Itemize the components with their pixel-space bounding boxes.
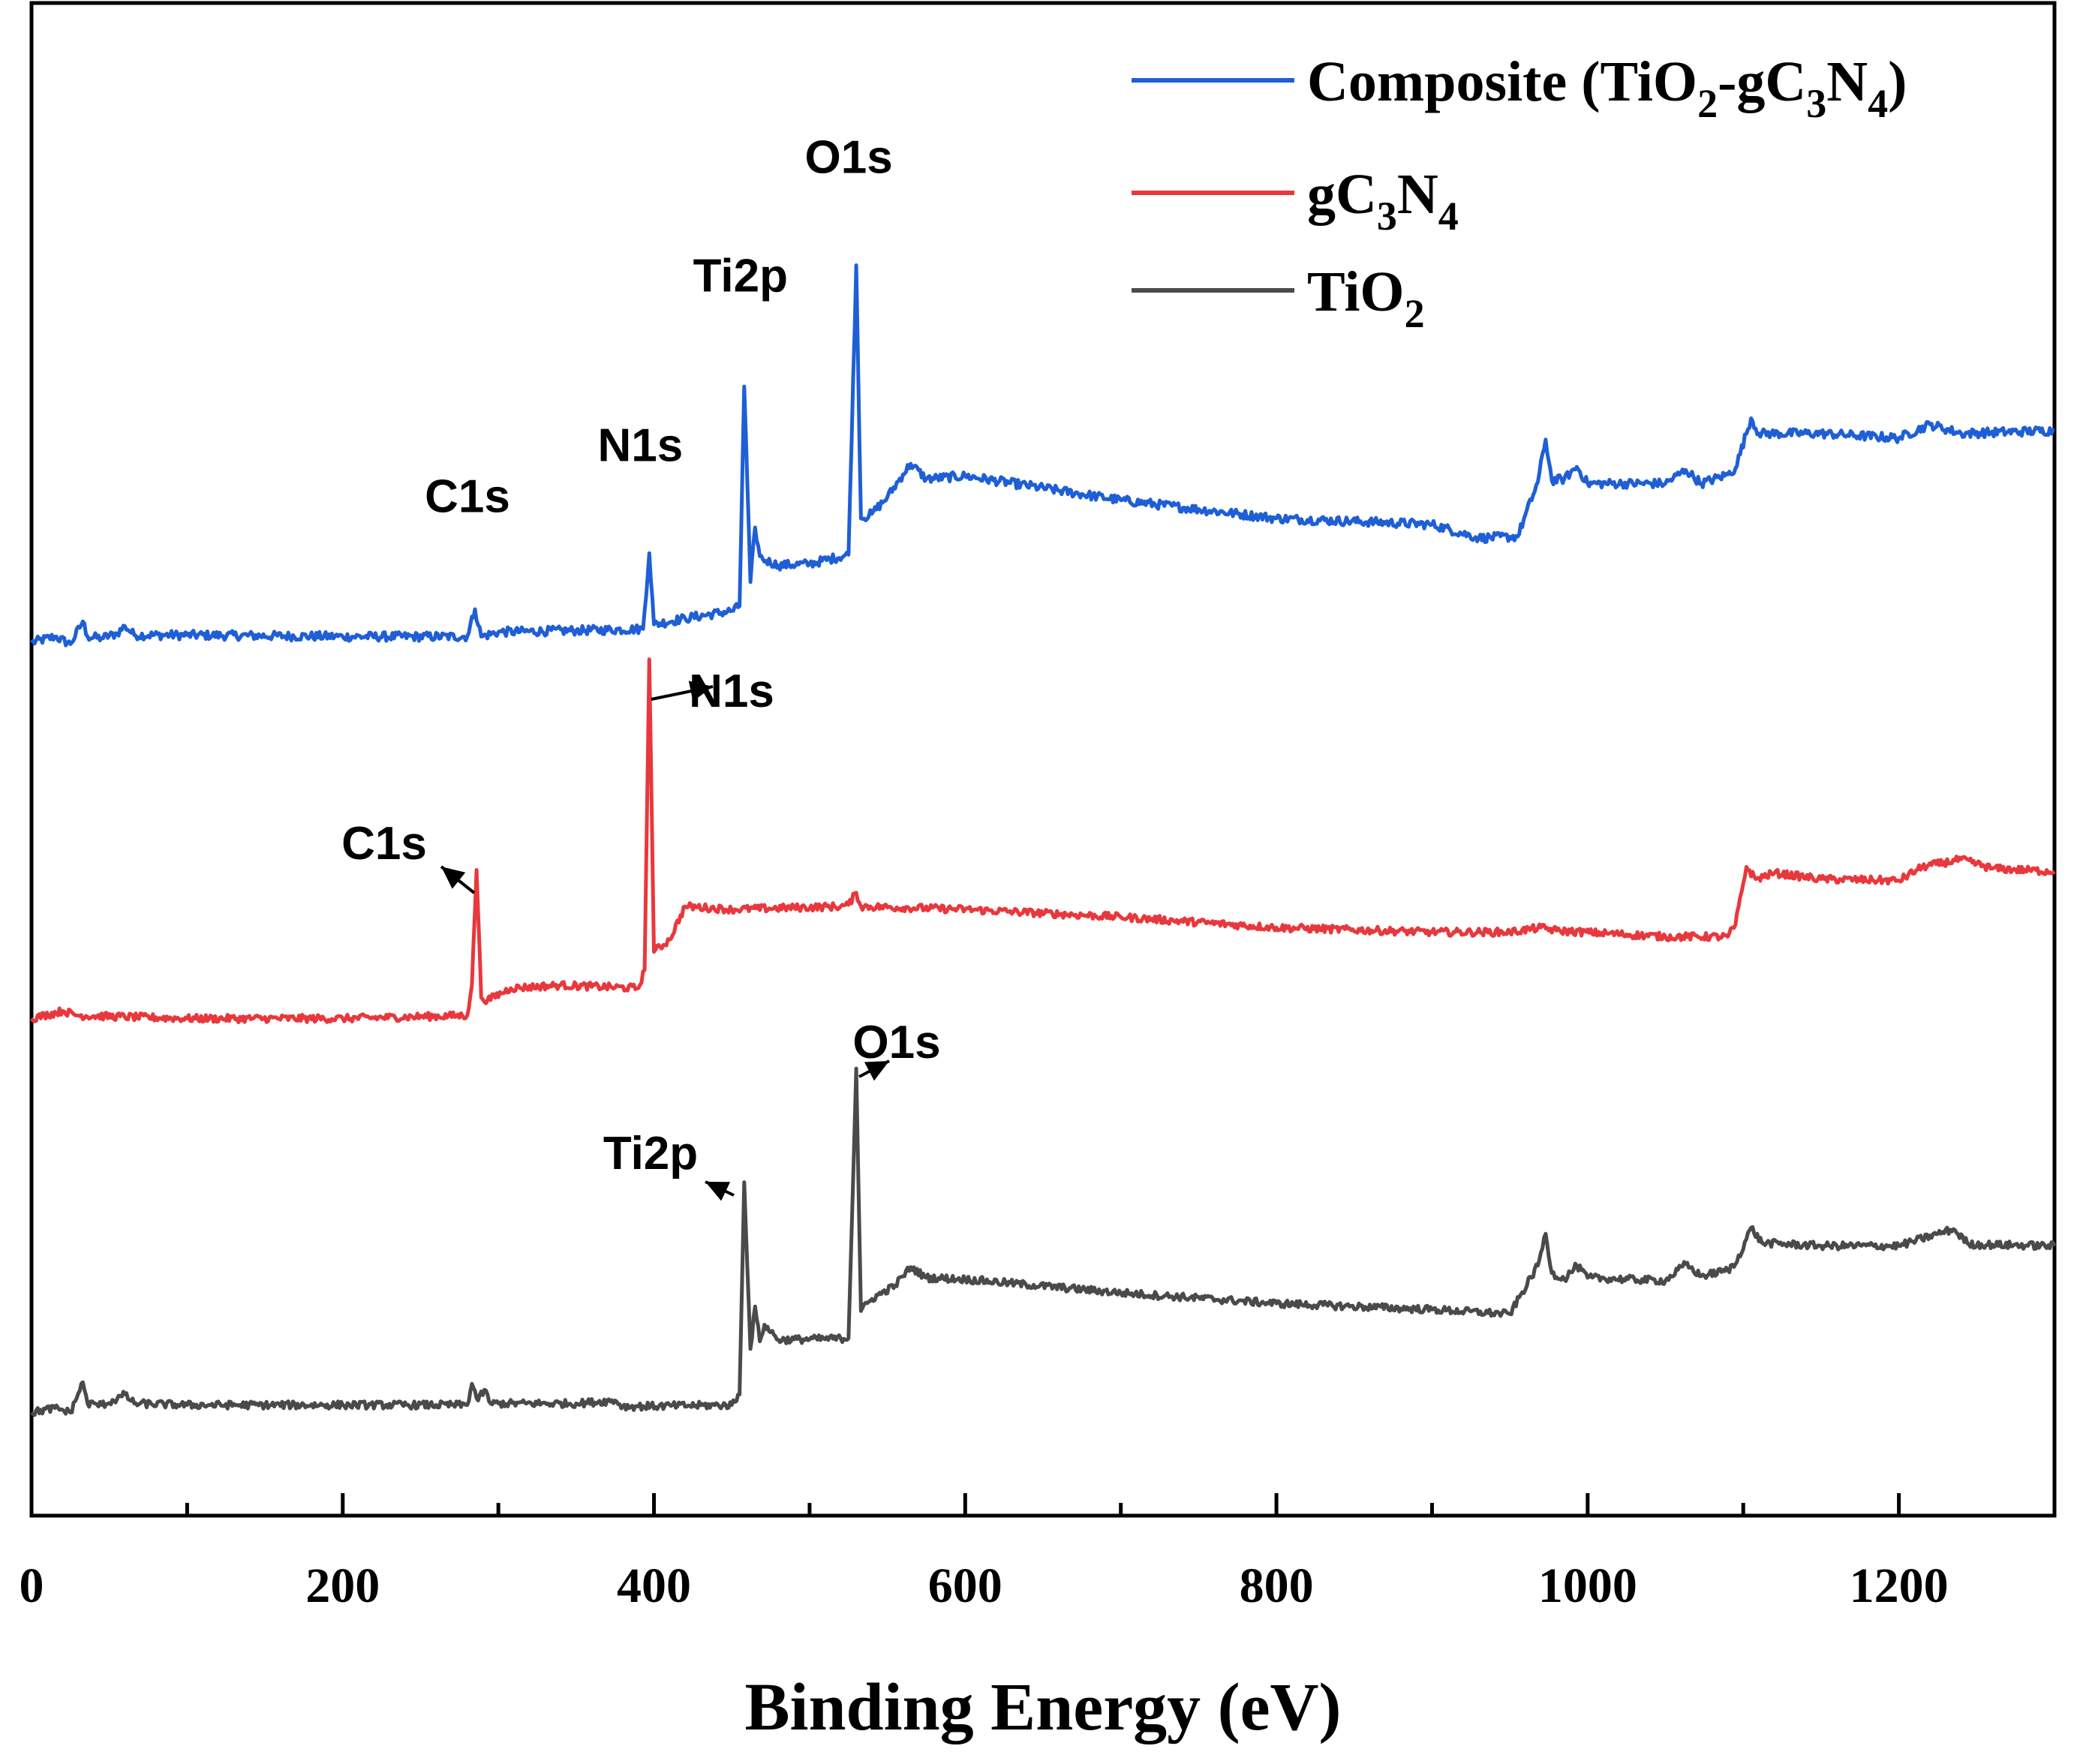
arrow-head [705, 1182, 731, 1201]
peak-label: O1s [805, 132, 893, 184]
legend-label: TiO2 [1307, 260, 1425, 336]
x-tick-label: 800 [1240, 1558, 1314, 1613]
series-line [30, 263, 2055, 648]
x-tick-label: 600 [928, 1558, 1002, 1613]
plot-frame [29, 1, 2057, 1518]
x-tick-label: 200 [305, 1558, 380, 1613]
x-tick-label: 0 [20, 1558, 44, 1613]
x-axis: 0 200 400 600 800 1000 1200 [20, 1493, 2057, 1613]
peak-annotation: N1s [651, 666, 774, 717]
peak-label: Ti2p [693, 250, 788, 302]
series-line [30, 1066, 2057, 1417]
annotation-layer: C1s N1s Ti2p O1s N1s C1s O1s Ti2p [341, 132, 941, 1201]
legend-label: gC3N4 [1307, 163, 1459, 239]
peak-annotation: Ti2p [693, 250, 788, 302]
peak-label: C1s [425, 470, 510, 522]
arrow-head [441, 867, 466, 889]
peak-annotation: O1s [805, 132, 893, 184]
peak-label: O1s [852, 1017, 940, 1068]
series-layer [30, 263, 2057, 1417]
legend-item: gC3N4 [1132, 163, 1459, 239]
x-tick-label: 1000 [1538, 1558, 1637, 1613]
peak-label: N1s [689, 666, 774, 717]
legend-item: Composite (TiO2-gC3N4) [1132, 50, 1907, 126]
legend-item: TiO2 [1132, 260, 1425, 336]
peak-label: C1s [341, 818, 427, 870]
peak-annotation: Ti2p [603, 1128, 735, 1201]
peak-annotation: N1s [597, 419, 683, 471]
peak-annotation: C1s [341, 818, 476, 894]
peak-annotation: O1s [852, 1017, 941, 1081]
x-axis-title: Binding Energy (eV) [744, 1670, 1341, 1744]
plot-border [29, 1, 2057, 1518]
legend-label: Composite (TiO2-gC3N4) [1307, 50, 1907, 126]
peak-label: N1s [597, 419, 683, 471]
legend: Composite (TiO2-gC3N4) gC3N4 TiO2 [1132, 50, 1907, 336]
arrow-head [864, 1061, 889, 1081]
x-tick-label: 400 [617, 1558, 691, 1613]
peak-annotation: C1s [425, 470, 510, 522]
arrow-head [688, 681, 713, 702]
series-line [30, 657, 2056, 1024]
peak-label: Ti2p [603, 1128, 698, 1180]
x-tick-label: 1200 [1850, 1558, 1949, 1613]
